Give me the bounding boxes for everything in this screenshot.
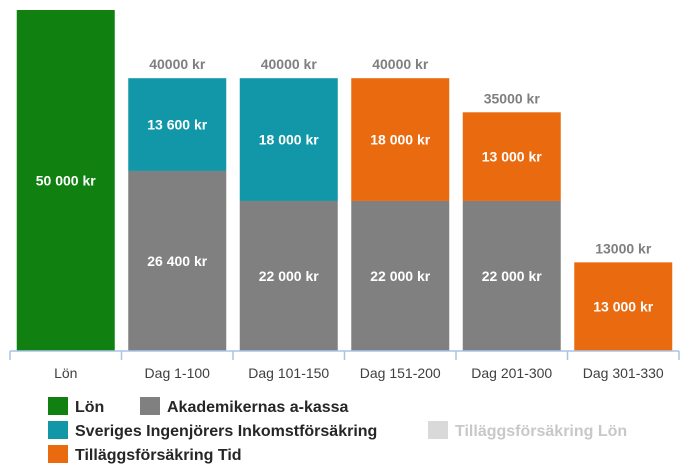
data-label: 18 000 kr	[370, 132, 430, 148]
total-label: 40000 kr	[149, 56, 206, 72]
data-label: 22 000 kr	[259, 268, 319, 284]
legend-label: Tilläggsförsäkring Lön	[455, 423, 627, 440]
legend-swatch	[48, 445, 68, 463]
legend-swatch	[48, 421, 68, 439]
category-labels: Lön Dag 1-100 Dag 101-150 Dag 151-200 Dag 20…	[54, 365, 664, 381]
bar-segment	[128, 170, 227, 351]
data-label: 22 000 kr	[370, 268, 430, 284]
bar-segment	[239, 78, 338, 201]
total-label: 40000 kr	[372, 56, 429, 72]
data-label: 18 000 kr	[259, 132, 319, 148]
bar-segment	[462, 112, 561, 201]
total-label: 13000 kr	[595, 240, 652, 256]
bar-segment	[351, 200, 450, 351]
category-tick-label: Dag 101-150	[248, 365, 329, 381]
legend-label: Tilläggsförsäkring Tid	[75, 447, 242, 464]
total-label: 35000 kr	[484, 90, 541, 106]
legend: Lön Akademikernas a-kassa Sveriges Ingenjö…	[48, 397, 627, 464]
category-tick-label: Lön	[54, 365, 77, 381]
category-tick-label: Dag 301-330	[583, 365, 664, 381]
bar-segment	[128, 78, 227, 171]
legend-swatch	[48, 397, 68, 415]
data-label: 26 400 kr	[147, 253, 207, 269]
category-tick-label: Dag 1-100	[145, 365, 211, 381]
bar-segment	[574, 262, 673, 351]
legend-swatch	[140, 397, 160, 415]
data-label: 13 600 kr	[147, 117, 207, 133]
bars-group: 50 000 kr 26 400 kr 13 600 kr 40000 kr 22 00…	[16, 10, 673, 351]
category-tick-label: Dag 201-300	[471, 365, 552, 381]
data-label: 50 000 kr	[36, 173, 96, 189]
legend-label: Sveriges Ingenjörers Inkomstförsäkring	[75, 423, 377, 440]
bar-segment	[462, 200, 561, 351]
data-label: 13 000 kr	[593, 299, 653, 315]
legend-label: Akademikernas a-kassa	[167, 399, 349, 416]
data-label: 13 000 kr	[482, 149, 542, 165]
legend-label: Lön	[75, 399, 104, 416]
data-label: 22 000 kr	[482, 268, 542, 284]
legend-swatch	[428, 421, 448, 439]
bar-segment	[351, 78, 450, 201]
category-tick-label: Dag 151-200	[360, 365, 441, 381]
x-axis	[9, 350, 680, 360]
total-label: 40000 kr	[261, 56, 318, 72]
bar-segment	[239, 200, 338, 351]
bar-segment	[16, 10, 115, 351]
